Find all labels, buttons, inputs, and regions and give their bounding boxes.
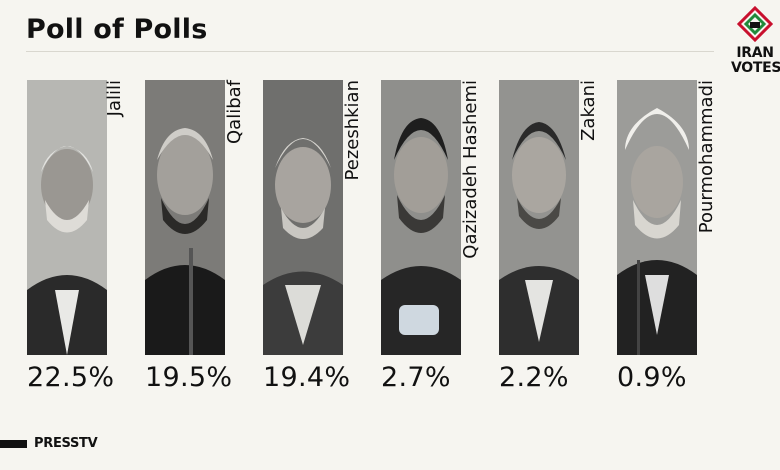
logo-line-2: VOTES bbox=[731, 60, 780, 76]
candidate-name-pourmohammadi: Pourmohammadi bbox=[696, 80, 717, 234]
portrait-qalibaf bbox=[145, 80, 225, 355]
candidate-card-qazizadeh-hashemi bbox=[381, 80, 461, 355]
candidate-name-pezeshkian: Pezeshkian bbox=[342, 80, 363, 181]
percentage-qazizadeh-hashemi: 2.7% bbox=[381, 362, 451, 393]
candidate-card-jalili bbox=[27, 80, 107, 355]
portrait-zakani bbox=[499, 80, 579, 355]
title-divider bbox=[26, 51, 714, 52]
footer-bar bbox=[0, 440, 27, 448]
iran-votes-logo: IRAN VOTES bbox=[731, 6, 780, 86]
candidate-name-jalili: Jalili bbox=[104, 80, 125, 117]
percentage-pezeshkian: 19.4% bbox=[263, 362, 351, 393]
chart-title: Poll of Polls bbox=[26, 14, 208, 45]
candidate-name-qalibaf: Qalibaf bbox=[224, 80, 245, 144]
candidate-card-qalibaf bbox=[145, 80, 225, 355]
candidate-name-zakani: Zakani bbox=[578, 80, 599, 141]
candidate-card-pourmohammadi bbox=[617, 80, 697, 355]
percentage-zakani: 2.2% bbox=[499, 362, 569, 393]
percentage-pourmohammadi: 0.9% bbox=[617, 362, 687, 393]
candidate-name-qazizadeh-hashemi: Qazizadeh Hashemi bbox=[460, 80, 481, 259]
logo-line-1: IRAN bbox=[736, 45, 774, 61]
portrait-jalili bbox=[27, 80, 107, 355]
portrait-pourmohammadi bbox=[617, 80, 697, 355]
percentage-jalili: 22.5% bbox=[27, 362, 115, 393]
presstv-brand: PRESSTV bbox=[34, 436, 98, 451]
ballot-diamond-icon bbox=[737, 6, 773, 42]
candidate-card-zakani bbox=[499, 80, 579, 355]
portrait-pezeshkian bbox=[263, 80, 343, 355]
candidate-card-pezeshkian bbox=[263, 80, 343, 355]
portrait-qazizadeh-hashemi bbox=[381, 80, 461, 355]
percentage-qalibaf: 19.5% bbox=[145, 362, 233, 393]
